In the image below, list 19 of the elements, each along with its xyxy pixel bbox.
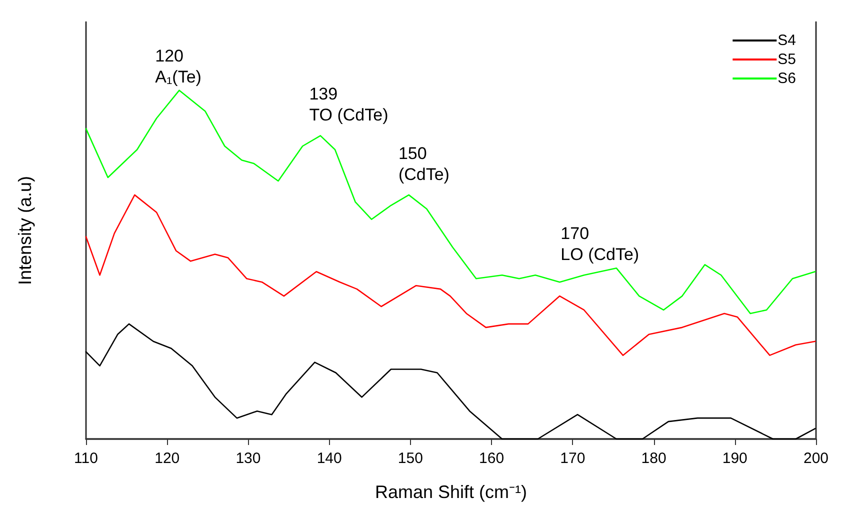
- x-tick-label: 200: [803, 450, 829, 467]
- x-tick-label: 130: [236, 450, 261, 467]
- x-tick-label: 150: [398, 450, 423, 467]
- annotation: 139 TO (CdTe): [309, 84, 388, 125]
- y-axis-title: Intensity (a.u): [15, 176, 35, 286]
- annotation: 150 (CdTe): [398, 144, 450, 184]
- legend-label: S4: [778, 32, 796, 49]
- annotation: 170 LO (CdTe): [560, 224, 640, 264]
- x-tick-label: 110: [74, 450, 98, 467]
- annotation: 120 A₁(Te): [155, 46, 202, 86]
- legend-label: S5: [778, 51, 796, 68]
- x-tick-label: 120: [154, 450, 180, 467]
- x-tick-label: 140: [316, 450, 342, 467]
- x-axis-title: Raman Shift (cm⁻¹): [374, 482, 528, 502]
- x-tick-label: 180: [641, 450, 666, 467]
- x-tick-label: 190: [722, 450, 748, 467]
- x-tick-label: 170: [560, 450, 586, 467]
- x-tick-label: 160: [479, 450, 504, 467]
- legend-label: S6: [778, 70, 796, 87]
